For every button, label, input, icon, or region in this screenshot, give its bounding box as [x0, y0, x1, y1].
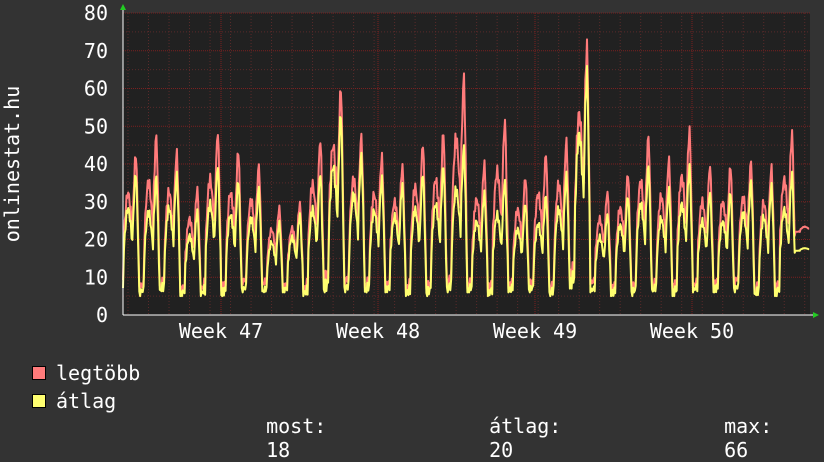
- stat-most-label: most:: [266, 414, 327, 438]
- axis-labels: 0 10 20 30 40 50 60 70 80 Week 47 Week 48 Week 49 We…: [84, 1, 734, 340]
- x-tick-label: Week 50: [650, 319, 734, 340]
- series-line-atlag: [122, 64, 810, 298]
- series-layer: [122, 38, 810, 298]
- stat-max-label: max:: [724, 414, 773, 438]
- y-tick-label: 0: [96, 303, 108, 327]
- y-tick-label: 40: [84, 152, 108, 176]
- stat-most-value: 18: [266, 438, 291, 462]
- y-tick-label: 10: [84, 265, 108, 289]
- y-tick-label: 50: [84, 114, 108, 138]
- stat-most: most: 18: [242, 390, 326, 462]
- legend-swatch-legtobb: [32, 366, 46, 380]
- stat-atlag-label: átlag:: [489, 414, 562, 438]
- stat-max-value: 66: [724, 438, 749, 462]
- y-axis-label: onlinestat.hu: [0, 86, 24, 243]
- axes: [120, 4, 819, 318]
- y-tick-label: 30: [84, 190, 108, 214]
- y-tick-label: 20: [84, 228, 108, 252]
- y-tick-label: 70: [84, 39, 108, 63]
- grid: [123, 12, 810, 316]
- legend-label-legtobb: legtöbb: [56, 361, 141, 385]
- legend-item-legtobb: legtöbb: [32, 361, 141, 385]
- stat-max: max: 66: [700, 390, 772, 462]
- x-tick-label: Week 48: [336, 319, 420, 340]
- y-tick-label: 60: [84, 77, 108, 101]
- x-tick-label: Week 47: [179, 319, 263, 340]
- chart: 0 10 20 30 40 50 60 70 80 Week 47 Week 48 Week 49 We…: [0, 1, 819, 340]
- stat-atlag: átlag: 20: [465, 390, 561, 462]
- legend-item-atlag: átlag: [32, 389, 117, 413]
- y-axis-arrow-icon: [120, 4, 126, 10]
- x-tick-label: Week 49: [493, 319, 577, 340]
- legend-label-atlag: átlag: [56, 389, 117, 413]
- y-tick-label: 80: [84, 1, 108, 25]
- legend-swatch-atlag: [32, 394, 46, 408]
- stat-atlag-value: 20: [489, 438, 514, 462]
- x-axis-arrow-icon: [813, 312, 819, 318]
